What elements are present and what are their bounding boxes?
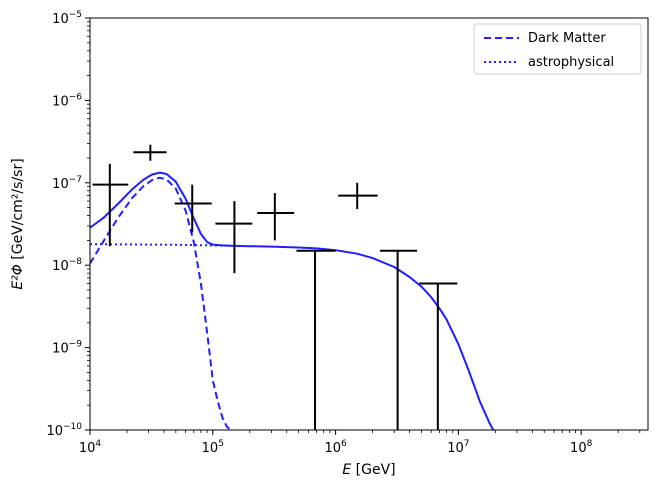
data-point-7 <box>380 249 417 430</box>
y-tick-label-1: 10−9 <box>52 340 82 357</box>
data-point-1 <box>133 144 167 161</box>
data-point-2 <box>174 184 212 233</box>
data-point-6 <box>338 182 378 210</box>
legend: Dark Matter astrophysical <box>473 23 642 75</box>
y-axis-ticks: 10−10 10−9 10−8 10−7 10−6 10−5 <box>46 10 90 439</box>
x-tick-label-3: 107 <box>447 439 469 456</box>
data-point-4 <box>257 193 295 241</box>
x-axis-label: E [GeV] <box>342 462 395 478</box>
x-tick-label-4: 108 <box>570 439 593 456</box>
y-tick-label-0: 10−10 <box>46 422 82 439</box>
x-tick-label-0: 104 <box>79 439 102 456</box>
y-tick-label-3: 10−7 <box>52 175 82 192</box>
y-tick-label-5: 10−5 <box>52 10 82 27</box>
dark-matter-curve <box>90 176 232 430</box>
plot-background <box>90 18 648 430</box>
series-layer <box>90 171 495 430</box>
data-points-layer <box>92 144 458 430</box>
total-model-curve <box>90 171 495 430</box>
x-tick-label-1: 105 <box>202 439 224 456</box>
data-point-0 <box>92 163 129 247</box>
data-point-5 <box>296 249 336 430</box>
legend-label-dark-matter: Dark Matter <box>528 31 606 46</box>
plot-frame <box>89 17 649 431</box>
data-point-8 <box>419 282 458 430</box>
y-axis-label: E²Φ [GeV/cm²/s/sr] <box>10 158 26 289</box>
y-tick-label-2: 10−8 <box>52 257 82 274</box>
legend-label-astrophysical: astrophysical <box>528 55 614 70</box>
x-axis-ticks: 104 105 106 107 108 <box>79 430 641 456</box>
astrophysical-curve <box>90 243 231 247</box>
y-tick-label-4: 10−6 <box>52 92 82 109</box>
x-tick-label-2: 106 <box>324 439 347 456</box>
data-point-3 <box>215 201 253 274</box>
